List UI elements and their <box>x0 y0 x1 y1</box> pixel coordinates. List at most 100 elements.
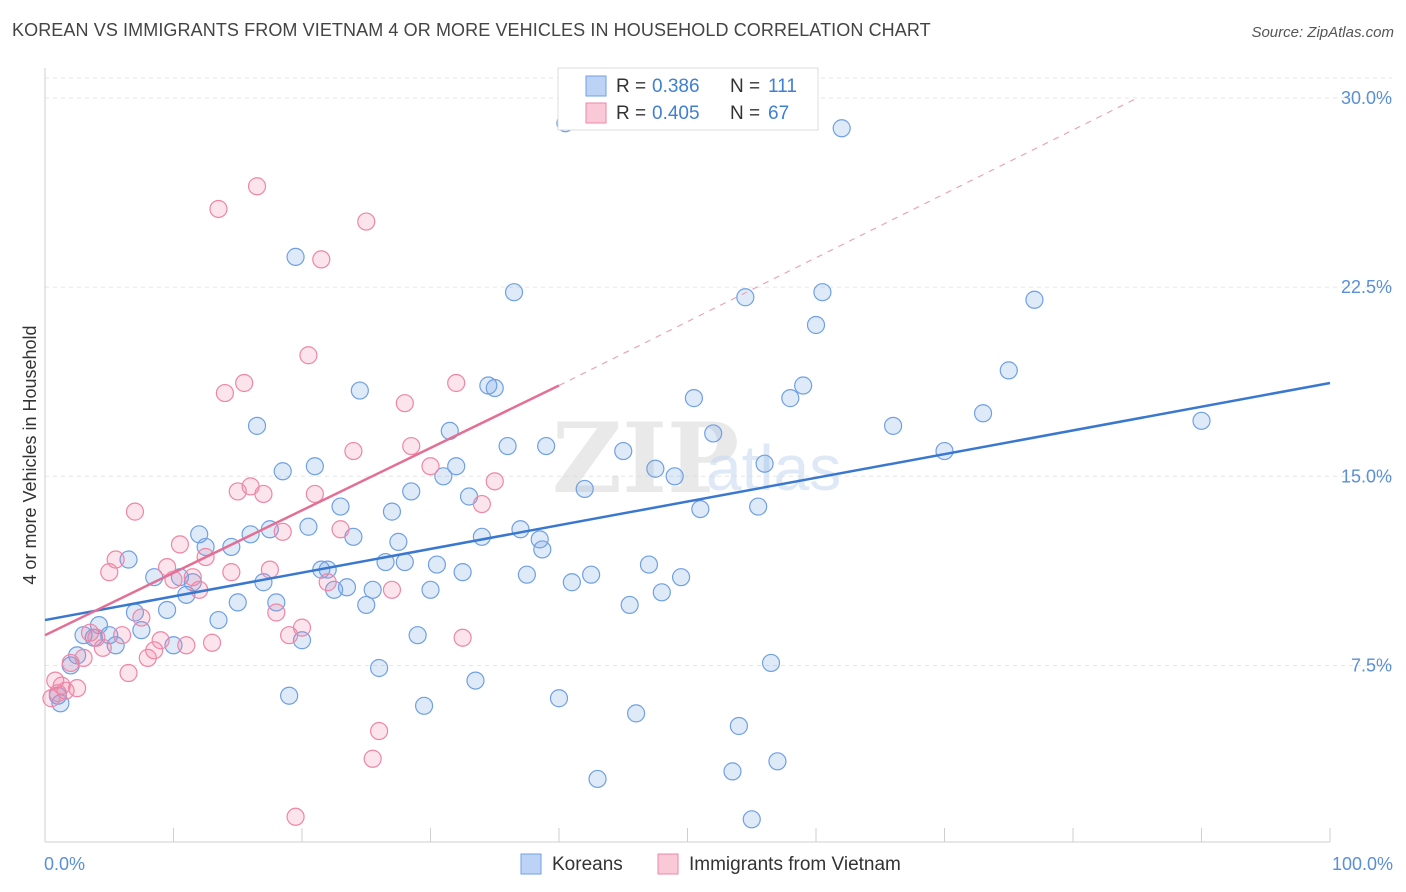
point-koreans <box>691 499 710 519</box>
legend-r-label-koreans: R = <box>616 76 646 97</box>
point-vietnam <box>260 560 279 579</box>
point-vietnam <box>292 618 312 637</box>
point-koreans <box>582 565 601 584</box>
y-axis-label: 4 or more Vehicles in Household <box>20 325 40 584</box>
point-vietnam <box>138 648 157 667</box>
bottom-legend-koreans: Koreans <box>552 854 623 875</box>
point-koreans <box>498 436 517 456</box>
point-koreans <box>472 527 491 546</box>
chart-title: KOREAN VS IMMIGRANTS FROM VIETNAM 4 OR M… <box>12 20 931 40</box>
point-koreans <box>183 573 202 592</box>
y-tick-label: 7.5% <box>1351 655 1392 675</box>
point-koreans <box>357 595 376 615</box>
grid-lines <box>45 77 1392 666</box>
point-koreans <box>588 769 607 789</box>
point-koreans <box>466 671 485 690</box>
point-koreans <box>363 580 382 599</box>
point-vietnam <box>299 346 318 365</box>
point-vietnam <box>344 441 363 461</box>
point-vietnam <box>202 633 222 652</box>
point-koreans <box>935 441 954 461</box>
point-koreans <box>537 436 556 456</box>
legend-r-value-vietnam: 0.405 <box>652 103 700 124</box>
point-koreans <box>671 568 691 587</box>
point-koreans <box>883 416 903 435</box>
point-koreans <box>620 595 639 615</box>
axes <box>44 68 1331 843</box>
point-vietnam <box>331 520 350 539</box>
point-koreans <box>402 482 421 501</box>
point-koreans <box>639 555 659 574</box>
point-koreans <box>806 315 826 335</box>
point-koreans <box>414 696 434 715</box>
point-koreans <box>813 283 832 302</box>
point-koreans <box>761 653 781 673</box>
y-tick-label: 22.5% <box>1341 277 1392 297</box>
legend-swatch-koreans <box>585 75 607 97</box>
point-vietnam <box>472 494 491 514</box>
point-koreans <box>755 454 774 473</box>
point-koreans <box>350 381 369 400</box>
point-koreans <box>562 573 581 592</box>
bottom-legend-vietnam: Immigrants from Vietnam <box>689 854 901 875</box>
point-koreans <box>408 626 427 645</box>
point-vietnam <box>312 250 331 269</box>
point-vietnam <box>318 573 337 592</box>
y-tick-label: 30.0% <box>1341 88 1392 108</box>
point-koreans <box>626 704 646 723</box>
point-vietnam <box>112 626 132 645</box>
point-koreans <box>504 283 524 302</box>
trend-line-vietnam-extension <box>558 97 1138 387</box>
point-koreans <box>485 378 504 398</box>
point-koreans <box>749 497 768 516</box>
point-vietnam <box>453 628 472 647</box>
point-vietnam <box>151 631 170 650</box>
point-vietnam <box>357 212 376 231</box>
point-vietnam <box>247 177 267 196</box>
point-koreans <box>794 376 813 395</box>
point-vietnam <box>125 502 145 521</box>
point-koreans <box>729 716 749 736</box>
point-koreans <box>389 532 408 551</box>
legend-n-label-vietnam: N = <box>730 103 760 124</box>
x-tick-label-end: 100.0% <box>1332 854 1393 874</box>
point-koreans <box>273 462 292 481</box>
point-koreans <box>517 565 536 584</box>
point-koreans <box>973 404 993 423</box>
watermark-zip: ZIP <box>552 402 739 515</box>
bottom-legend-swatch-vietnam <box>657 853 679 875</box>
legend-swatch-vietnam <box>585 102 607 124</box>
point-koreans <box>614 441 633 461</box>
point-koreans <box>299 517 318 536</box>
point-vietnam <box>363 749 382 768</box>
point-koreans <box>382 502 402 521</box>
point-koreans <box>665 467 684 486</box>
point-koreans <box>434 467 453 486</box>
point-koreans <box>781 389 800 408</box>
point-vietnam <box>93 638 112 657</box>
point-koreans <box>305 457 324 476</box>
point-koreans <box>511 520 530 539</box>
point-vietnam <box>370 721 389 741</box>
point-koreans <box>646 459 665 478</box>
point-koreans <box>1192 411 1211 430</box>
point-koreans <box>132 621 151 640</box>
point-vietnam <box>74 648 93 667</box>
bottom-legend: Koreans Immigrants from Vietnam <box>520 853 901 875</box>
trend-line-koreans <box>44 381 1331 622</box>
point-vietnam <box>273 522 292 541</box>
point-vietnam <box>68 679 87 698</box>
trend-lines <box>44 97 1331 637</box>
point-koreans <box>1025 290 1044 309</box>
point-koreans <box>453 563 472 582</box>
point-vietnam <box>145 641 164 660</box>
x-tick-label-start: 0.0% <box>44 854 85 874</box>
point-koreans <box>395 552 414 572</box>
point-koreans <box>337 578 357 597</box>
point-koreans <box>549 689 569 708</box>
point-koreans <box>575 479 594 499</box>
point-vietnam <box>170 535 190 554</box>
point-vietnam <box>106 550 125 569</box>
point-koreans <box>370 658 389 678</box>
point-vietnam <box>447 373 466 393</box>
